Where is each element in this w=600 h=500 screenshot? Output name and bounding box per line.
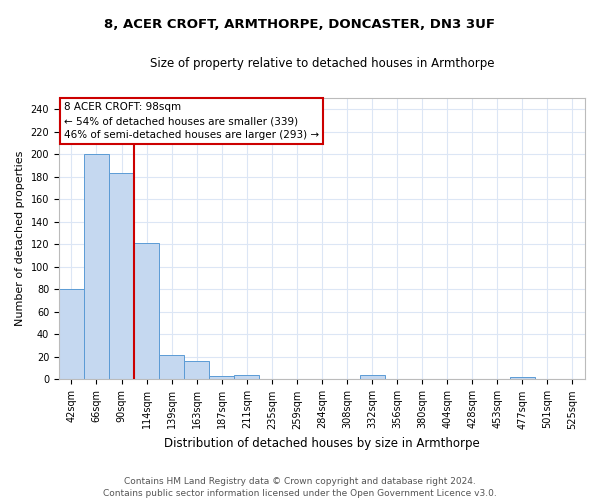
Bar (209, 376, 234, 380)
Bar (84, 154, 109, 380)
Y-axis label: Number of detached properties: Number of detached properties (15, 151, 25, 326)
Bar (359, 375, 385, 380)
X-axis label: Distribution of detached houses by size in Armthorpe: Distribution of detached houses by size … (164, 437, 480, 450)
Title: Size of property relative to detached houses in Armthorpe: Size of property relative to detached ho… (150, 58, 494, 70)
Bar (109, 174, 134, 380)
Bar (234, 375, 259, 380)
Text: 8 ACER CROFT: 98sqm
← 54% of detached houses are smaller (339)
46% of semi-detac: 8 ACER CROFT: 98sqm ← 54% of detached ho… (64, 102, 319, 141)
Bar (184, 362, 209, 380)
Text: Contains HM Land Registry data © Crown copyright and database right 2024.
Contai: Contains HM Land Registry data © Crown c… (103, 476, 497, 498)
Bar (134, 244, 159, 380)
Text: 8, ACER CROFT, ARMTHORPE, DONCASTER, DN3 3UF: 8, ACER CROFT, ARMTHORPE, DONCASTER, DN3… (104, 18, 496, 30)
Bar (59, 290, 84, 380)
Bar (510, 377, 535, 380)
Bar (159, 354, 184, 380)
